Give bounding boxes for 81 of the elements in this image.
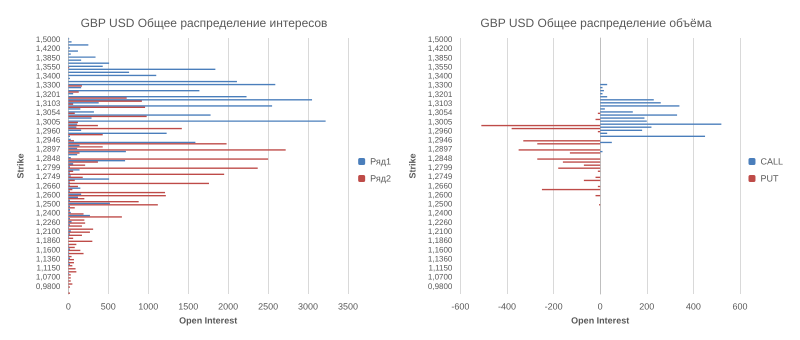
y-tick-label: 1,3005: [428, 117, 453, 126]
y-tick-label: 0,9800: [36, 282, 61, 291]
x-tick-label: 2000: [218, 302, 238, 312]
y-axis-title: Strike: [16, 153, 26, 179]
y-tick-label: 1,3300: [428, 80, 453, 90]
x-tick-label: 2500: [258, 302, 278, 312]
y-tick-label: 1,5000: [36, 35, 61, 44]
y-tick-label: 1,3550: [428, 62, 453, 72]
y-tick-label: 1,2660: [36, 181, 61, 190]
y-axis-title: Strike: [408, 153, 418, 179]
y-tick-label: 1,2960: [36, 126, 61, 136]
y-tick-label: 1,1150: [36, 264, 61, 273]
y-tick-label: 1,2946: [428, 136, 453, 145]
y-tick-label: 1,2600: [428, 190, 453, 200]
y-tick-label: 1,0700: [428, 272, 453, 282]
x-tick-label: 0: [66, 302, 71, 312]
y-tick-label: 1,3400: [428, 72, 453, 81]
y-tick-label: 1,2848: [36, 154, 61, 163]
x-tick-label: 500: [100, 302, 116, 312]
y-tick-label: 1,2500: [36, 200, 61, 209]
y-tick-label: 1,2897: [428, 144, 453, 154]
y-tick-label: 1,1860: [428, 236, 453, 246]
legend-label: PUT: [760, 174, 779, 184]
y-tick-label: 1,2749: [36, 172, 61, 182]
y-tick-label: 1,2260: [428, 218, 453, 227]
x-tick-label: 0: [598, 302, 603, 312]
y-tick-label: 1,2848: [428, 154, 453, 163]
y-tick-label: 1,2260: [36, 218, 61, 227]
x-tick-label: 200: [639, 302, 654, 312]
y-tick-label: 0,9800: [428, 282, 453, 291]
x-tick-label: 600: [732, 302, 748, 312]
y-tick-label: 1,3005: [36, 117, 61, 126]
y-tick-label: 1,1150: [428, 264, 453, 273]
y-tick-label: 1,3103: [428, 99, 453, 108]
y-tick-label: 1,2799: [428, 163, 453, 172]
x-axis-title: Open Interest: [179, 316, 238, 326]
y-tick-label: 1,5000: [428, 35, 453, 44]
y-tick-label: 1,3850: [428, 53, 453, 62]
chart-title: GBP USD Общее распределение объёма: [480, 16, 712, 30]
y-tick-label: 1,1600: [36, 245, 61, 254]
x-tick-label: -200: [544, 302, 563, 312]
y-tick-label: 1,1360: [36, 254, 61, 264]
y-tick-label: 1,2960: [428, 126, 453, 136]
y-tick-label: 1,0700: [36, 272, 61, 282]
y-tick-label: 1,2660: [428, 181, 453, 190]
x-axis-title: Open Interest: [571, 316, 630, 326]
y-tick-label: 1,3201: [428, 90, 453, 99]
y-tick-label: 1,3400: [36, 72, 61, 81]
y-tick-label: 1,1360: [428, 254, 453, 264]
y-tick-label: 1,2897: [36, 144, 61, 154]
y-tick-label: 1,2600: [36, 190, 61, 200]
y-tick-label: 1,3850: [36, 53, 61, 62]
x-tick-label: 1000: [138, 302, 158, 312]
x-tick-label: 3500: [338, 302, 358, 312]
y-tick-label: 1,3054: [428, 108, 453, 118]
x-tick-label: 3000: [298, 302, 318, 312]
y-tick-label: 1,2799: [36, 163, 61, 172]
y-tick-label: 1,2946: [36, 136, 61, 145]
y-tick-label: 1,3300: [36, 80, 61, 90]
x-tick-label: 400: [686, 302, 701, 312]
y-tick-label: 1,3550: [36, 62, 61, 72]
y-tick-label: 1,4200: [36, 44, 61, 54]
y-tick-label: 1,4200: [428, 44, 453, 54]
x-tick-label: -400: [498, 302, 516, 312]
chart-title: GBP USD Общее распределение интересов: [80, 16, 328, 30]
y-tick-label: 1,2400: [36, 208, 61, 218]
y-tick-label: 1,3201: [36, 90, 61, 99]
x-tick-label: 1500: [178, 302, 198, 312]
x-tick-label: -600: [451, 302, 470, 312]
y-tick-label: 1,2100: [36, 227, 61, 236]
y-tick-label: 1,3103: [36, 99, 61, 108]
y-tick-label: 1,1860: [36, 236, 61, 246]
legend-label: Ряд2: [370, 174, 392, 184]
y-tick-label: 1,2100: [428, 227, 453, 236]
y-tick-label: 1,2500: [428, 200, 453, 209]
y-tick-label: 1,2749: [428, 172, 453, 182]
y-tick-label: 1,2400: [428, 208, 453, 218]
legend-label: Ряд1: [370, 156, 392, 166]
y-tick-label: 1,1600: [428, 245, 453, 254]
legend-label: CALL: [760, 156, 783, 166]
y-tick-label: 1,3054: [36, 108, 61, 118]
